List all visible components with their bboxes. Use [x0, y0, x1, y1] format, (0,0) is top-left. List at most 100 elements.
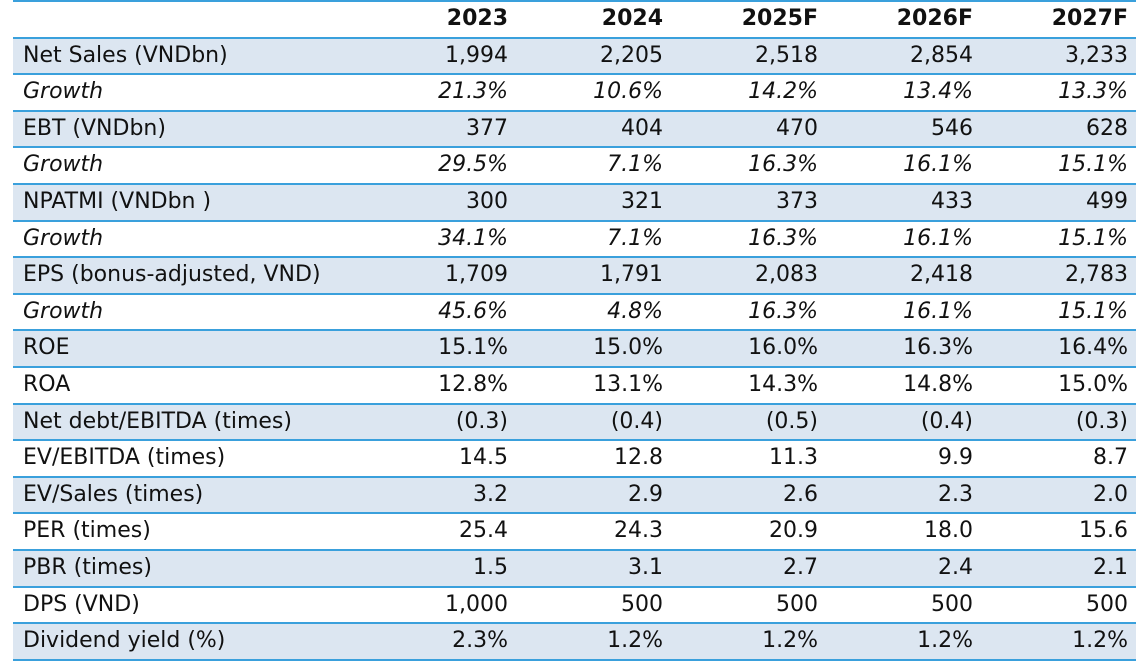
table-cell: 25.4	[361, 512, 516, 550]
table-cell: 1,000	[361, 585, 516, 624]
table-cell: 16.3%	[671, 146, 826, 184]
table-cell: 16.1%	[826, 292, 981, 331]
table-row: Net debt/EBITDA (times) (0.3) (0.4) (0.5) (0…	[13, 402, 1136, 441]
row-label: Net Sales (VNDbn)	[13, 36, 361, 75]
table-cell: 377	[361, 109, 516, 148]
table-cell: 2.3%	[361, 622, 516, 661]
table-cell: 29.5%	[361, 146, 516, 184]
table-cell: 1.2%	[826, 622, 981, 661]
table-cell: 628	[981, 109, 1136, 148]
table-cell: 1,709	[361, 256, 516, 294]
table-cell: 45.6%	[361, 292, 516, 331]
row-label: EBT (VNDbn)	[13, 109, 361, 148]
row-label: Dividend yield (%)	[13, 622, 361, 661]
header-blank	[13, 0, 361, 38]
table-cell: 15.1%	[981, 146, 1136, 184]
row-label: ROE	[13, 329, 361, 367]
table-cell: 2.1	[981, 548, 1136, 587]
table-cell: 2,518	[671, 36, 826, 75]
table-cell: 14.2%	[671, 73, 826, 111]
row-label: Growth	[13, 219, 361, 258]
row-label: DPS (VND)	[13, 585, 361, 624]
table-cell: 13.4%	[826, 73, 981, 111]
table-cell: 8.7	[981, 439, 1136, 477]
table-cell: 2,205	[516, 36, 671, 75]
row-label: EV/EBITDA (times)	[13, 439, 361, 477]
table-cell: 15.0%	[981, 365, 1136, 404]
table-cell: 21.3%	[361, 73, 516, 111]
table-row: EBT (VNDbn) 377 404 470 546 628	[13, 109, 1136, 148]
table-row: EV/EBITDA (times) 14.5 12.8 11.3 9.9 8.7	[13, 439, 1136, 477]
table-cell: 12.8	[516, 439, 671, 477]
table-cell: 321	[516, 182, 671, 221]
table-row: PBR (times) 1.5 3.1 2.7 2.4 2.1	[13, 548, 1136, 587]
table-cell: 2.9	[516, 475, 671, 514]
table-cell: (0.3)	[361, 402, 516, 441]
table-cell: 404	[516, 109, 671, 148]
row-label: EPS (bonus-adjusted, VND)	[13, 256, 361, 294]
table-cell: 15.0%	[516, 329, 671, 367]
table-cell: 14.5	[361, 439, 516, 477]
table-cell: 16.3%	[826, 329, 981, 367]
table-cell: 2,783	[981, 256, 1136, 294]
table-cell: 14.3%	[671, 365, 826, 404]
table-row: DPS (VND) 1,000 500 500 500 500	[13, 585, 1136, 624]
table-cell: 500	[826, 585, 981, 624]
table-cell: (0.3)	[981, 402, 1136, 441]
table-cell: 11.3	[671, 439, 826, 477]
table-cell: 15.1%	[981, 219, 1136, 258]
row-label: EV/Sales (times)	[13, 475, 361, 514]
table-cell: 499	[981, 182, 1136, 221]
table-row: Growth 34.1% 7.1% 16.3% 16.1% 15.1%	[13, 219, 1136, 258]
table-cell: 16.4%	[981, 329, 1136, 367]
table-cell: 4.8%	[516, 292, 671, 331]
table-cell: 1.2%	[516, 622, 671, 661]
row-label: NPATMI (VNDbn )	[13, 182, 361, 221]
table-row: Growth 29.5% 7.1% 16.3% 16.1% 15.1%	[13, 146, 1136, 184]
table-cell: 13.1%	[516, 365, 671, 404]
table-cell: 3.1	[516, 548, 671, 587]
table-row: Net Sales (VNDbn) 1,994 2,205 2,518 2,854 3,2…	[13, 36, 1136, 75]
table-row: Dividend yield (%) 2.3% 1.2% 1.2% 1.2% 1.2%	[13, 622, 1136, 661]
table-body: Net Sales (VNDbn) 1,994 2,205 2,518 2,854 3,2…	[13, 36, 1136, 661]
table-cell: 2.6	[671, 475, 826, 514]
table-cell: 16.3%	[671, 219, 826, 258]
table-cell: 13.3%	[981, 73, 1136, 111]
table-cell: 2.3	[826, 475, 981, 514]
table-cell: 1,994	[361, 36, 516, 75]
row-label: PER (times)	[13, 512, 361, 550]
table-cell: 20.9	[671, 512, 826, 550]
table-cell: 14.8%	[826, 365, 981, 404]
row-label: ROA	[13, 365, 361, 404]
table-cell: 300	[361, 182, 516, 221]
table-cell: 1.2%	[981, 622, 1136, 661]
table-cell: 433	[826, 182, 981, 221]
table-cell: 7.1%	[516, 219, 671, 258]
table-row: ROE 15.1% 15.0% 16.0% 16.3% 16.4%	[13, 329, 1136, 367]
table-cell: 2.7	[671, 548, 826, 587]
row-label: Net debt/EBITDA (times)	[13, 402, 361, 441]
table-cell: 16.0%	[671, 329, 826, 367]
table-cell: 16.3%	[671, 292, 826, 331]
table-cell: (0.4)	[516, 402, 671, 441]
table-cell: 500	[981, 585, 1136, 624]
table-cell: 10.6%	[516, 73, 671, 111]
row-label: Growth	[13, 292, 361, 331]
table-row: Growth 45.6% 4.8% 16.3% 16.1% 15.1%	[13, 292, 1136, 331]
row-label: Growth	[13, 146, 361, 184]
table-cell: 9.9	[826, 439, 981, 477]
table-cell: 373	[671, 182, 826, 221]
header-year: 2027F	[981, 0, 1136, 38]
header-year: 2023	[361, 0, 516, 38]
table-cell: 7.1%	[516, 146, 671, 184]
table-cell: 3.2	[361, 475, 516, 514]
header-year: 2025F	[671, 0, 826, 38]
row-label: Growth	[13, 73, 361, 111]
header-row: 2023 2024 2025F 2026F 2027F	[13, 0, 1136, 38]
table-cell: 2.0	[981, 475, 1136, 514]
header-year: 2024	[516, 0, 671, 38]
table-cell: 34.1%	[361, 219, 516, 258]
table-cell: 1.5	[361, 548, 516, 587]
table-cell: 2.4	[826, 548, 981, 587]
table-row: EV/Sales (times) 3.2 2.9 2.6 2.3 2.0	[13, 475, 1136, 514]
